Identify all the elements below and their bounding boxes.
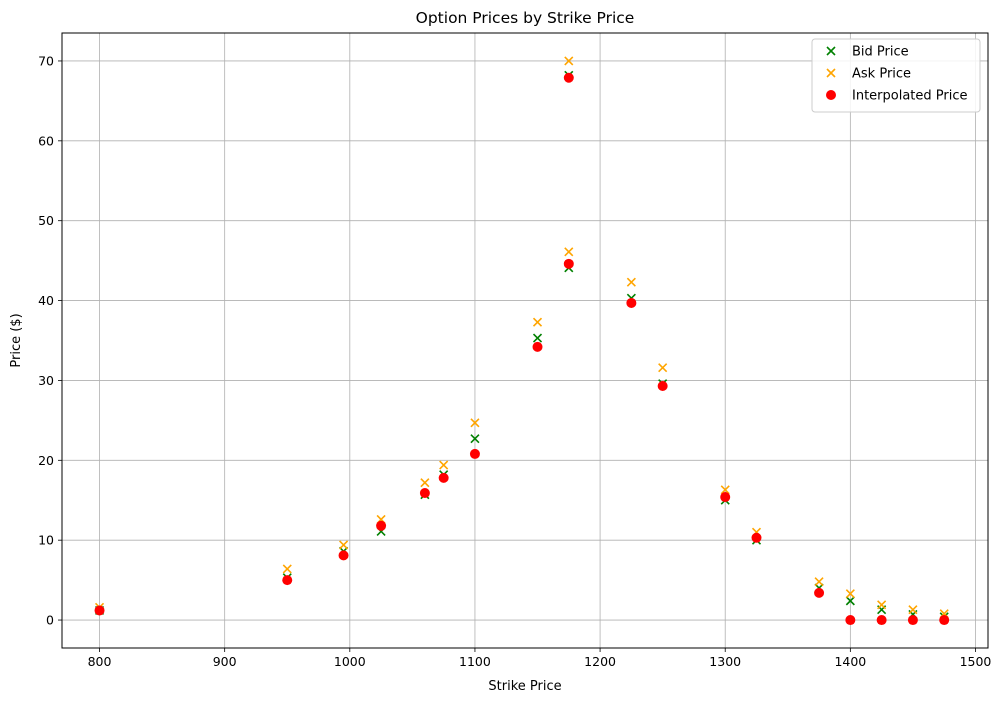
x-tick-label: 800 (88, 654, 112, 669)
data-point-ask-price (845, 589, 855, 599)
data-point-interpolated (376, 520, 387, 531)
data-point-ask-price (908, 605, 918, 615)
legend-label: Ask Price (852, 67, 911, 82)
data-point-ask-price (439, 460, 449, 470)
data-point-interpolated (563, 72, 574, 83)
data-point-interpolated (814, 587, 825, 598)
x-tick-label: 1200 (584, 654, 616, 669)
data-point-interpolated (282, 575, 293, 586)
data-point-bid-price (532, 333, 543, 343)
data-point-bid-price (826, 46, 836, 56)
legend: Bid Price Ask Price Interpolated Price (811, 38, 981, 113)
data-point-ask-price (877, 600, 887, 610)
data-point-ask-price (814, 577, 824, 587)
data-point-ask-price (420, 478, 430, 488)
x-tick-label: 1400 (834, 654, 866, 669)
y-tick-label: 50 (38, 213, 54, 228)
data-point-interpolated (751, 532, 762, 543)
legend-entry: Ask Price (826, 67, 911, 82)
y-tick-label: 40 (38, 293, 54, 308)
data-point-interpolated (338, 550, 349, 561)
data-point-interpolated (419, 488, 430, 499)
legend-label: Interpolated Price (852, 89, 968, 104)
y-tick-label: 10 (38, 533, 54, 548)
data-point-bid-price (470, 434, 480, 444)
data-point-ask-price (720, 485, 730, 495)
data-point-interpolated (657, 381, 668, 392)
data-point-interpolated (626, 297, 637, 308)
y-axis-ticks: 0 10 20 30 40 50 60 70 (38, 53, 62, 628)
x-axis-label: Strike Price (488, 679, 561, 694)
data-point-interpolated (939, 615, 950, 626)
data-point-interpolated (720, 492, 731, 503)
data-point-interpolated (876, 615, 887, 626)
data-point-ask-price (826, 68, 836, 78)
data-point-ask-price (338, 540, 349, 550)
data-point-interpolated (94, 605, 105, 616)
y-tick-label: 30 (38, 373, 54, 388)
legend-entry: Interpolated Price (826, 89, 968, 104)
legend-entry: Bid Price (826, 45, 909, 60)
plot-area-frame (61, 32, 989, 649)
y-tick-label: 70 (38, 53, 54, 68)
data-point-ask-price (470, 418, 480, 428)
x-tick-label: 1000 (334, 654, 366, 669)
data-points (94, 56, 950, 626)
data-point-bid-price (845, 596, 855, 606)
x-axis-ticks: 800 900 1000 1100 1200 1300 1400 1500 (88, 648, 992, 669)
data-point-ask-price (564, 247, 574, 257)
x-tick-label: 1100 (459, 654, 491, 669)
y-tick-label: 0 (46, 613, 54, 628)
data-point-ask-price (658, 363, 668, 373)
data-point-ask-price (282, 564, 292, 574)
y-axis-label: Price ($) (9, 313, 24, 367)
legend-label: Bid Price (852, 45, 909, 60)
data-point-interpolated (532, 341, 543, 352)
grid (62, 33, 988, 648)
data-point-interpolated (845, 615, 856, 626)
y-tick-label: 20 (38, 453, 54, 468)
data-point-interpolated (563, 258, 574, 269)
data-point-interpolated (826, 90, 836, 100)
data-point-interpolated (469, 448, 480, 459)
data-point-ask-price (564, 56, 574, 66)
x-tick-label: 900 (213, 654, 237, 669)
chart-title: Option Prices by Strike Price (416, 9, 635, 27)
y-tick-label: 60 (38, 133, 54, 148)
legend-frame (811, 38, 981, 113)
x-tick-label: 1300 (709, 654, 741, 669)
data-point-interpolated (438, 472, 449, 483)
data-point-interpolated (907, 615, 918, 626)
x-tick-label: 1500 (960, 654, 992, 669)
data-point-ask-price (532, 317, 543, 327)
data-point-ask-price (626, 277, 636, 287)
